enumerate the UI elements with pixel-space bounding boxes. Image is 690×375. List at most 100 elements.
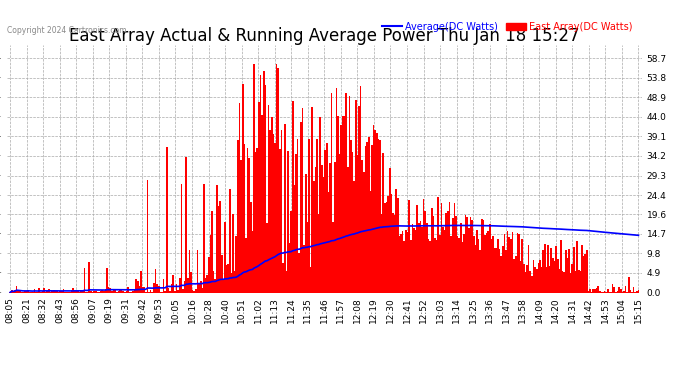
- Bar: [375, 130, 376, 292]
- Bar: [333, 222, 334, 292]
- Bar: [534, 267, 536, 292]
- Bar: [205, 278, 206, 292]
- Bar: [144, 287, 145, 292]
- Bar: [531, 276, 533, 292]
- Bar: [299, 253, 300, 292]
- Bar: [208, 257, 210, 292]
- Bar: [171, 285, 172, 292]
- Bar: [181, 184, 182, 292]
- Bar: [302, 108, 304, 292]
- Bar: [43, 288, 45, 292]
- Bar: [433, 216, 434, 292]
- Bar: [313, 181, 315, 292]
- Bar: [276, 64, 277, 292]
- Bar: [190, 272, 192, 292]
- Bar: [88, 262, 90, 292]
- Bar: [566, 258, 568, 292]
- Bar: [126, 291, 127, 292]
- Bar: [328, 192, 329, 292]
- Bar: [146, 180, 148, 292]
- Bar: [74, 290, 75, 292]
- Bar: [215, 279, 216, 292]
- Bar: [46, 291, 48, 292]
- Bar: [164, 291, 166, 292]
- Bar: [457, 236, 458, 292]
- Bar: [242, 84, 244, 292]
- Bar: [573, 247, 575, 292]
- Bar: [555, 246, 557, 292]
- Bar: [638, 290, 639, 292]
- Bar: [392, 213, 394, 292]
- Bar: [150, 290, 152, 292]
- Bar: [463, 234, 465, 292]
- Bar: [234, 271, 235, 292]
- Bar: [494, 248, 495, 292]
- Bar: [411, 224, 413, 292]
- Bar: [481, 219, 482, 292]
- Bar: [203, 184, 205, 292]
- Bar: [321, 165, 323, 292]
- Bar: [404, 241, 405, 292]
- Bar: [441, 203, 442, 292]
- Bar: [59, 291, 61, 292]
- Bar: [400, 234, 402, 292]
- Bar: [282, 263, 284, 292]
- Bar: [366, 142, 368, 292]
- Bar: [63, 289, 64, 292]
- Bar: [423, 199, 424, 292]
- Bar: [342, 116, 344, 292]
- Bar: [350, 141, 352, 292]
- Bar: [533, 260, 534, 292]
- Bar: [571, 264, 573, 292]
- Bar: [75, 291, 77, 292]
- Bar: [541, 267, 542, 292]
- Bar: [487, 231, 489, 292]
- Bar: [431, 208, 433, 292]
- Bar: [177, 290, 179, 292]
- Bar: [612, 284, 613, 292]
- Bar: [297, 140, 299, 292]
- Bar: [37, 291, 39, 292]
- Bar: [274, 143, 276, 292]
- Bar: [439, 235, 441, 292]
- Bar: [134, 290, 135, 292]
- Bar: [11, 290, 12, 292]
- Bar: [624, 286, 627, 292]
- Bar: [345, 93, 347, 292]
- Bar: [200, 281, 201, 292]
- Bar: [268, 105, 269, 292]
- Bar: [480, 250, 481, 292]
- Bar: [294, 185, 295, 292]
- Bar: [224, 222, 226, 292]
- Bar: [348, 96, 350, 292]
- Bar: [405, 230, 406, 292]
- Bar: [77, 291, 79, 292]
- Bar: [262, 115, 263, 292]
- Bar: [499, 249, 500, 292]
- Bar: [517, 233, 518, 292]
- Bar: [636, 291, 638, 292]
- Bar: [184, 281, 186, 292]
- Bar: [365, 146, 366, 292]
- Bar: [93, 291, 95, 292]
- Bar: [465, 215, 466, 292]
- Bar: [355, 100, 357, 292]
- Bar: [306, 222, 308, 292]
- Bar: [368, 137, 370, 292]
- Bar: [380, 140, 381, 292]
- Bar: [522, 239, 523, 292]
- Bar: [558, 269, 560, 292]
- Bar: [620, 290, 622, 292]
- Bar: [384, 203, 386, 292]
- Bar: [557, 259, 558, 292]
- Bar: [513, 259, 515, 292]
- Bar: [248, 158, 250, 292]
- Bar: [197, 251, 198, 292]
- Bar: [141, 286, 144, 292]
- Bar: [135, 279, 137, 292]
- Bar: [318, 214, 319, 292]
- Bar: [538, 263, 539, 292]
- Bar: [595, 288, 598, 292]
- Bar: [420, 221, 421, 292]
- Bar: [100, 291, 101, 292]
